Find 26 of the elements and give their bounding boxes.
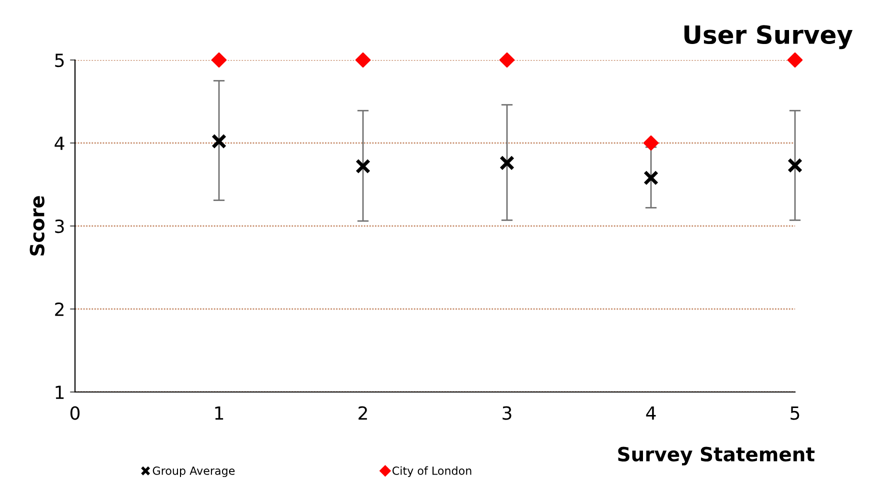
x-tick-label: 2	[358, 406, 367, 420]
y-axis-title: Score	[30, 196, 44, 256]
x-tick-label: 0	[70, 406, 80, 420]
legend-label: City of London	[392, 466, 472, 478]
point	[499, 52, 515, 68]
legend-label: Group Average	[152, 466, 235, 478]
point	[211, 52, 227, 68]
y-tick-label: 5	[55, 54, 64, 68]
point	[355, 52, 371, 68]
point	[787, 158, 803, 173]
chart-title: User Survey	[684, 25, 853, 50]
x-tick-label: 5	[790, 406, 800, 420]
point	[643, 170, 659, 186]
point	[211, 134, 227, 149]
point	[787, 52, 803, 68]
y-tick-label: 3	[55, 219, 64, 234]
point	[643, 135, 659, 151]
y-tick-label: 4	[54, 136, 64, 150]
point	[499, 155, 515, 170]
x-tick-label: 3	[502, 406, 512, 420]
y-tick-label: 2	[55, 302, 64, 316]
x-tick-label: 4	[646, 406, 656, 420]
x-tick-label: 1	[215, 406, 224, 420]
point	[355, 158, 371, 174]
x-axis-title: Survey Statement	[618, 446, 815, 466]
y-tick-label: 1	[56, 386, 64, 399]
